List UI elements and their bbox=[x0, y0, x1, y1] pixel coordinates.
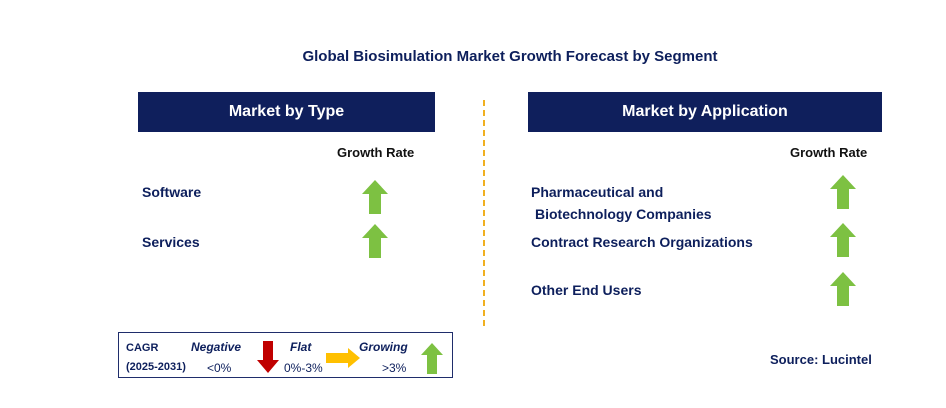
legend-flat-value: 0%-3% bbox=[284, 361, 323, 375]
legend-period: (2025-2031) bbox=[126, 361, 186, 373]
market-by-application-header: Market by Application bbox=[528, 92, 882, 132]
legend-growing-label: Growing bbox=[359, 340, 408, 354]
right-arrow-icon bbox=[326, 348, 360, 368]
segment-label-software: Software bbox=[142, 184, 202, 200]
down-arrow-icon bbox=[257, 341, 279, 373]
growth-rate-label-left: Growth Rate bbox=[337, 145, 415, 160]
segment-label-other: Other End Users bbox=[531, 282, 642, 298]
source-label: Source: Lucintel bbox=[770, 352, 872, 367]
legend-growing-value: >3% bbox=[382, 361, 407, 375]
legend-cagr-label: CAGR bbox=[126, 342, 159, 354]
segment-label-pharma-line1: Pharmaceutical and bbox=[531, 184, 664, 200]
legend-flat-label: Flat bbox=[290, 340, 312, 354]
cagr-legend: CAGR (2025-2031) Negative <0% Flat 0%-3%… bbox=[118, 332, 453, 378]
up-arrow-icon bbox=[362, 180, 388, 214]
segment-label-cro: Contract Research Organizations bbox=[531, 234, 753, 250]
growth-rate-label-right: Growth Rate bbox=[790, 145, 868, 160]
legend-negative-label: Negative bbox=[191, 340, 242, 354]
up-arrow-icon bbox=[830, 223, 856, 257]
chart-title: Global Biosimulation Market Growth Forec… bbox=[302, 48, 718, 65]
up-arrow-icon bbox=[362, 224, 388, 258]
up-arrow-icon bbox=[830, 175, 856, 209]
up-arrow-icon bbox=[421, 343, 443, 374]
market-by-type-header: Market by Type bbox=[138, 92, 435, 132]
panel-divider bbox=[483, 100, 485, 326]
segment-label-pharma-line2: Biotechnology Companies bbox=[535, 206, 712, 222]
legend-negative-value: <0% bbox=[207, 361, 232, 375]
up-arrow-icon bbox=[830, 272, 856, 306]
segment-label-services: Services bbox=[142, 234, 200, 250]
